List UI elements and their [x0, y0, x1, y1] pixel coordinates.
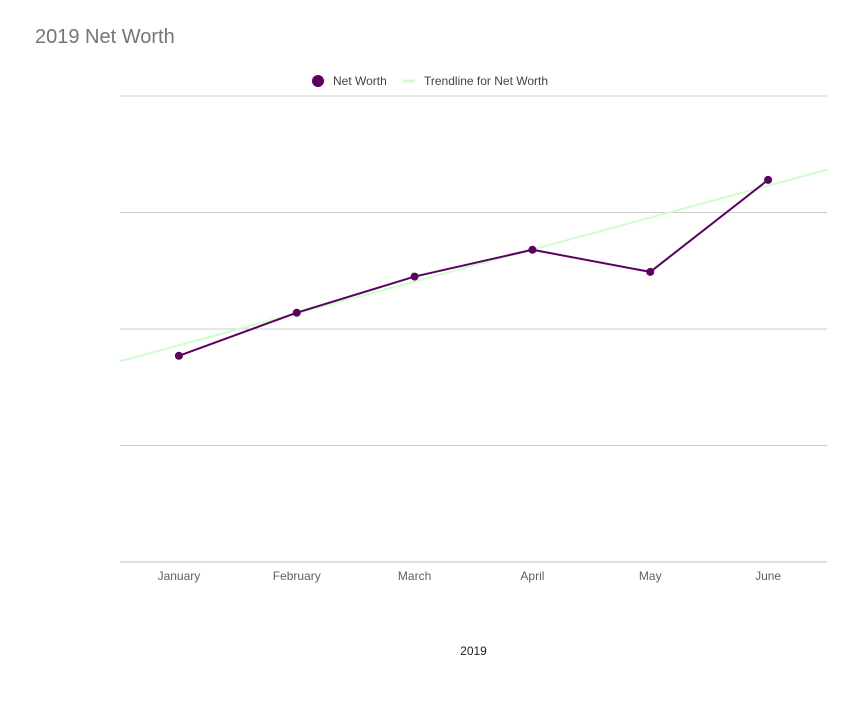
series-layer [174, 175, 773, 360]
data-point-may[interactable] [646, 267, 655, 276]
data-point-march[interactable] [410, 272, 419, 281]
x-tick-label-may: May [639, 569, 662, 583]
x-tick-label-january: January [158, 569, 201, 583]
x-tick-label-april: April [520, 569, 544, 583]
data-point-february[interactable] [292, 308, 301, 317]
x-axis: January February March April May June [158, 569, 782, 583]
legend-label-trendline: Trendline for Net Worth [424, 74, 548, 88]
data-point-june[interactable] [764, 175, 773, 184]
legend-label-net-worth: Net Worth [333, 74, 387, 88]
chart-title: 2019 Net Worth [35, 26, 175, 48]
x-tick-label-june: June [755, 569, 781, 583]
trendline-net-worth [119, 168, 828, 363]
legend: Net Worth Trendline for Net Worth [312, 74, 548, 88]
data-point-january[interactable] [174, 351, 183, 360]
x-tick-label-february: February [273, 569, 321, 583]
x-tick-label-march: March [398, 569, 431, 583]
legend-marker-net-worth [312, 75, 324, 87]
series-line-net-worth [178, 179, 769, 357]
legend-marker-trendline [403, 79, 415, 83]
x-axis-title: 2019 [460, 644, 487, 658]
trendline-layer [119, 168, 828, 363]
data-point-april[interactable] [528, 245, 537, 254]
gridlines [120, 95, 827, 563]
